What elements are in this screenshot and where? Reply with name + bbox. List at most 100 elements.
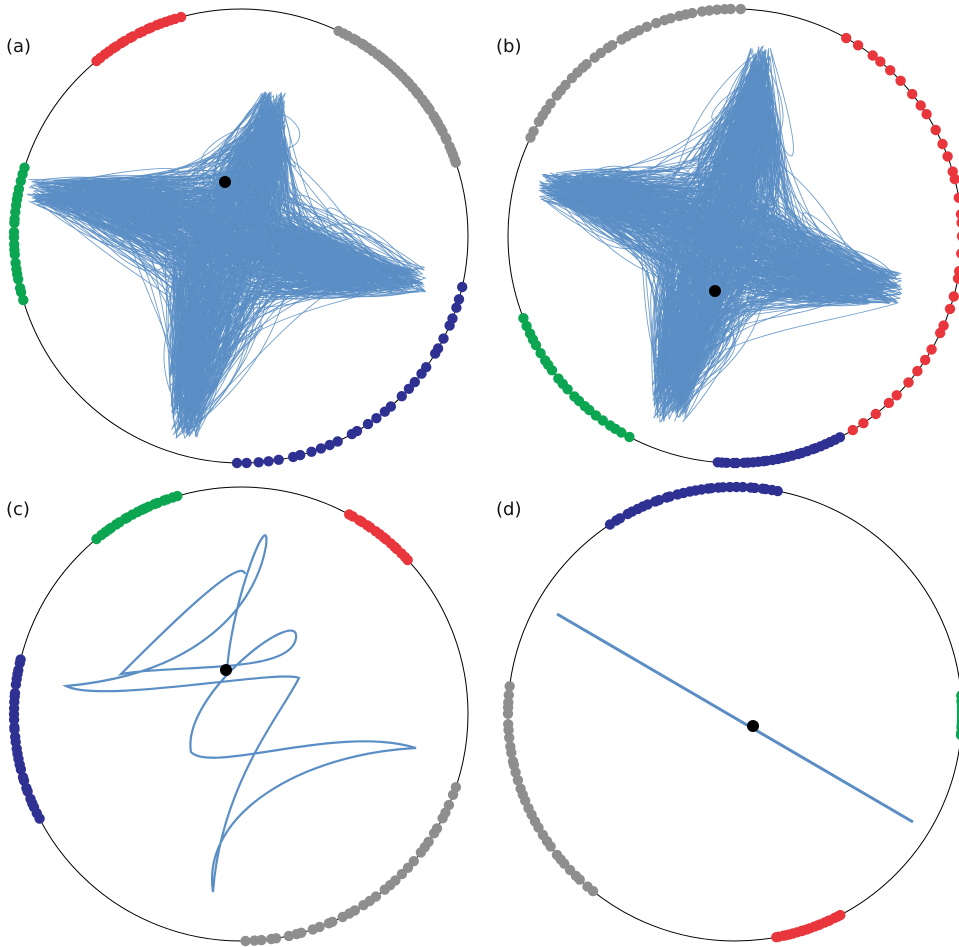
boundary-dot-green	[14, 282, 26, 294]
boundary-dot-gray	[515, 783, 526, 794]
boundary-dot-red	[885, 65, 896, 76]
boundary-dot-gray	[687, 7, 698, 19]
boundary-dot-green	[604, 420, 616, 431]
boundary-dot-navy	[15, 654, 26, 665]
boundary-dot-gray	[581, 58, 592, 70]
trajectory-path	[67, 181, 404, 296]
boundary-dot-gray	[249, 935, 260, 946]
boundary-dot-red	[955, 209, 959, 220]
boundary-dot-red	[926, 344, 937, 355]
boundary-dot-red	[867, 50, 878, 61]
boundary-dot-gray	[503, 697, 514, 708]
boundary-dot-navy	[324, 439, 335, 451]
boundary-dot-red	[956, 218, 959, 228]
panel-d: (d)	[496, 481, 959, 943]
boundary-dot-navy	[416, 368, 427, 379]
boundary-dot-navy	[738, 457, 750, 468]
boundary-dot-green	[553, 373, 564, 384]
boundary-dot-green	[10, 257, 21, 269]
boundary-dot-navy	[332, 436, 343, 447]
boundary-dot-red	[912, 365, 923, 377]
boundary-dot-gray	[665, 13, 676, 24]
boundary-dot-red	[930, 124, 941, 136]
panel-label-c: (c)	[6, 499, 30, 520]
boundary-dot-gray	[447, 789, 459, 800]
boundary-dot-gray	[415, 847, 427, 858]
boundary-dot-gray	[582, 881, 593, 892]
boundary-dot-navy	[362, 418, 374, 430]
boundary-dot-red	[935, 327, 946, 339]
boundary-dot-gray	[606, 40, 618, 51]
boundary-dot-red	[948, 291, 959, 302]
center-point	[219, 176, 231, 188]
boundary-dot-gray	[560, 79, 571, 91]
boundary-dot-navy	[263, 456, 274, 467]
trajectory-path	[562, 47, 887, 287]
trajectory-path	[604, 68, 870, 365]
boundary-dot-gray	[503, 689, 514, 701]
boundary-dot-gray	[450, 157, 461, 168]
boundary-dot-gray	[323, 918, 335, 929]
trajectory-path	[579, 74, 861, 304]
boundary-dot-red	[956, 231, 959, 241]
boundary-dot-navy	[749, 482, 760, 494]
boundary-dot-navy	[453, 294, 465, 305]
boundary-dot-green	[535, 348, 546, 359]
panel-a: (a)	[6, 8, 469, 469]
panel-label-b: (b)	[496, 36, 521, 57]
boundary-dot-navy	[379, 406, 390, 417]
boundary-dot-gray	[240, 935, 251, 947]
boundary-dot-red	[937, 138, 948, 150]
boundary-dot-red	[952, 273, 959, 284]
trajectory-path	[549, 63, 770, 402]
trajectory-path	[117, 122, 403, 406]
boundary-dot-green	[19, 162, 30, 173]
boundary-dot-gray	[507, 756, 519, 767]
trajectory-path	[93, 117, 296, 434]
boundary-dot-navy	[396, 391, 407, 402]
trajectory-path	[62, 96, 390, 290]
boundary-dot-gray	[633, 25, 645, 36]
boundary-dot-navy	[451, 302, 462, 313]
boundary-dot-gray	[704, 5, 715, 16]
boundary-dot-navy	[241, 457, 252, 469]
boundary-dot-gray	[428, 828, 440, 839]
boundary-dot-green	[8, 226, 20, 238]
boundary-dot-red	[841, 32, 852, 44]
boundary-dot-navy	[712, 457, 723, 468]
trajectory-path	[34, 125, 369, 427]
trajectory-path	[62, 534, 417, 893]
boundary-dot-red	[915, 100, 926, 111]
boundary-dot-gray	[551, 849, 563, 861]
trajectory-path	[38, 103, 280, 277]
trajectory-path	[567, 171, 868, 414]
boundary-dot-red	[852, 40, 864, 51]
panel-label-a: (a)	[6, 36, 31, 57]
trajectory-path	[72, 104, 349, 420]
boundary-dot-red	[847, 424, 858, 436]
boundary-dot-navy	[371, 413, 382, 424]
trajectory-path	[94, 96, 346, 356]
boundary-dot-gray	[735, 3, 746, 15]
boundary-dot-navy	[306, 446, 317, 457]
trajectory-path	[555, 187, 850, 411]
panel-b: (b)	[496, 3, 959, 469]
boundary-dot-navy	[444, 320, 455, 331]
boundary-dot-red	[895, 75, 906, 87]
boundary-dot-gray	[266, 933, 277, 945]
panel-label-d: (d)	[496, 499, 521, 520]
boundary-dot-navy	[430, 348, 441, 359]
boundary-dot-red	[883, 397, 895, 409]
trajectory-path	[555, 68, 890, 303]
boundary-dot-navy	[288, 451, 299, 463]
boundary-dot-red	[942, 151, 953, 162]
boundary-dot-gray	[337, 911, 348, 923]
boundary-dot-red	[949, 173, 959, 185]
trajectory-path	[558, 63, 850, 302]
boundary-dot-red	[920, 354, 931, 366]
boundary-dot-green	[624, 431, 635, 443]
boundary-dot-navy	[9, 688, 21, 699]
trajectory-path	[556, 612, 914, 824]
boundary-dot-green	[955, 730, 959, 740]
